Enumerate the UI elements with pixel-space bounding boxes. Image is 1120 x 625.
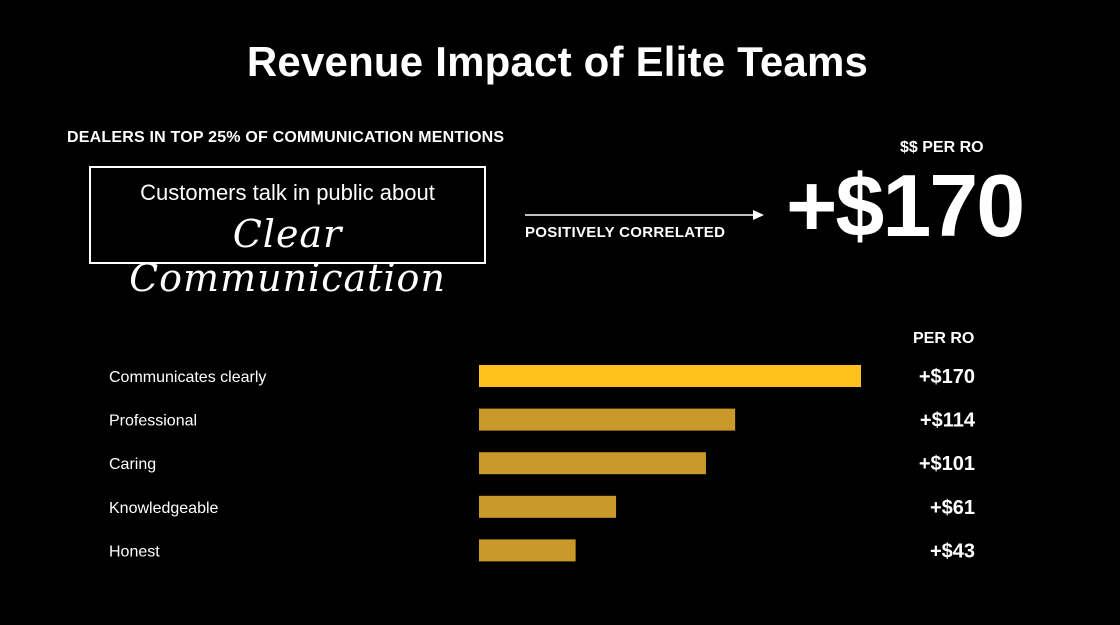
headline-label: $$ PER RO (900, 139, 984, 156)
callout-line-1: Customers talk in public about (140, 180, 435, 205)
arrow-right-icon (525, 210, 764, 220)
category-label: Professional (109, 413, 197, 430)
correlation-label: POSITIVELY CORRELATED (525, 224, 726, 241)
callout-line-2: Clear Communication (129, 212, 446, 300)
bar (479, 408, 736, 431)
bar (479, 365, 861, 387)
bar (479, 495, 617, 518)
category-label: Communicates clearly (109, 369, 266, 386)
headline-value: +$170 (786, 156, 1025, 255)
bar (479, 452, 706, 475)
data-label: +$43 (930, 540, 975, 562)
callout-box: Customers talk in public about Clear Com… (89, 166, 486, 300)
value-column-header: PER RO (913, 330, 975, 347)
data-label: +$170 (919, 366, 975, 388)
bar (479, 539, 576, 562)
page-title: Revenue Impact of Elite Teams (246, 38, 869, 85)
segment-subtitle: DEALERS IN TOP 25% OF COMMUNICATION MENT… (67, 129, 505, 146)
data-label: +$61 (930, 497, 975, 519)
category-label: Honest (109, 543, 160, 560)
data-label: +$114 (920, 410, 976, 432)
category-label: Knowledgeable (109, 500, 219, 517)
data-label: +$101 (919, 453, 975, 475)
category-label: Caring (109, 456, 156, 473)
